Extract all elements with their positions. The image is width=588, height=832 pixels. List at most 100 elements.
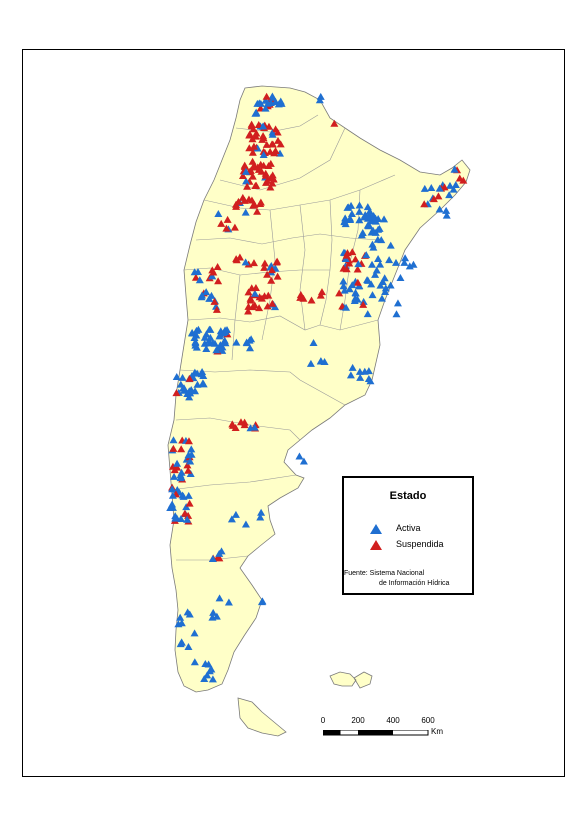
station-activa-marker[interactable] xyxy=(268,93,277,101)
station-suspendida-marker[interactable] xyxy=(229,421,238,429)
station-suspendida-marker[interactable] xyxy=(250,200,259,208)
station-activa-marker[interactable] xyxy=(261,104,270,112)
station-activa-marker[interactable] xyxy=(255,99,264,107)
station-activa-marker[interactable] xyxy=(381,288,390,296)
station-activa-marker[interactable] xyxy=(192,326,201,334)
station-activa-marker[interactable] xyxy=(364,367,373,375)
station-suspendida-marker[interactable] xyxy=(351,255,360,263)
station-activa-marker[interactable] xyxy=(200,674,209,682)
station-activa-marker[interactable] xyxy=(367,217,376,225)
station-suspendida-marker[interactable] xyxy=(236,418,245,426)
station-activa-marker[interactable] xyxy=(187,450,196,458)
station-activa-marker[interactable] xyxy=(346,371,355,379)
station-activa-marker[interactable] xyxy=(231,510,240,518)
station-activa-marker[interactable] xyxy=(401,254,410,262)
station-activa-marker[interactable] xyxy=(340,218,349,226)
station-suspendida-marker[interactable] xyxy=(184,466,193,474)
station-suspendida-marker[interactable] xyxy=(232,256,241,264)
station-activa-marker[interactable] xyxy=(385,256,394,264)
station-activa-marker[interactable] xyxy=(208,554,217,562)
station-activa-marker[interactable] xyxy=(363,310,372,318)
station-activa-marker[interactable] xyxy=(177,619,186,627)
station-activa-marker[interactable] xyxy=(199,380,208,388)
station-activa-marker[interactable] xyxy=(299,457,308,465)
station-activa-marker[interactable] xyxy=(208,675,217,683)
station-activa-marker[interactable] xyxy=(451,180,460,188)
station-suspendida-marker[interactable] xyxy=(434,192,443,200)
station-activa-marker[interactable] xyxy=(198,291,207,299)
station-activa-marker[interactable] xyxy=(253,144,262,152)
station-activa-marker[interactable] xyxy=(369,243,378,251)
station-activa-marker[interactable] xyxy=(170,472,179,480)
station-activa-marker[interactable] xyxy=(360,213,369,221)
station-suspendida-marker[interactable] xyxy=(455,174,464,182)
station-activa-marker[interactable] xyxy=(368,291,377,299)
station-activa-marker[interactable] xyxy=(306,359,315,367)
station-suspendida-marker[interactable] xyxy=(252,129,261,137)
station-suspendida-marker[interactable] xyxy=(359,300,368,308)
station-activa-marker[interactable] xyxy=(320,358,329,366)
station-suspendida-marker[interactable] xyxy=(429,195,438,203)
station-activa-marker[interactable] xyxy=(357,231,366,239)
station-suspendida-marker[interactable] xyxy=(246,296,255,304)
station-activa-marker[interactable] xyxy=(215,332,224,340)
station-activa-marker[interactable] xyxy=(369,226,378,234)
station-suspendida-marker[interactable] xyxy=(244,307,253,315)
station-suspendida-marker[interactable] xyxy=(273,257,282,265)
station-activa-marker[interactable] xyxy=(259,150,268,158)
station-activa-marker[interactable] xyxy=(185,610,194,618)
station-activa-marker[interactable] xyxy=(386,241,395,249)
station-activa-marker[interactable] xyxy=(363,221,372,229)
station-suspendida-marker[interactable] xyxy=(353,265,362,273)
station-suspendida-marker[interactable] xyxy=(184,511,193,519)
station-activa-marker[interactable] xyxy=(355,201,364,209)
station-activa-marker[interactable] xyxy=(227,515,236,523)
station-suspendida-marker[interactable] xyxy=(243,182,252,190)
station-suspendida-marker[interactable] xyxy=(255,304,264,312)
station-activa-marker[interactable] xyxy=(241,208,250,216)
station-suspendida-marker[interactable] xyxy=(183,461,192,469)
station-suspendida-marker[interactable] xyxy=(260,263,269,271)
station-suspendida-marker[interactable] xyxy=(247,284,256,292)
station-suspendida-marker[interactable] xyxy=(258,135,267,143)
station-suspendida-marker[interactable] xyxy=(248,172,257,180)
station-activa-marker[interactable] xyxy=(342,303,351,311)
station-suspendida-marker[interactable] xyxy=(184,437,193,445)
station-activa-marker[interactable] xyxy=(363,203,372,211)
station-activa-marker[interactable] xyxy=(182,503,191,511)
station-activa-marker[interactable] xyxy=(232,338,241,346)
station-suspendida-marker[interactable] xyxy=(215,554,224,562)
station-activa-marker[interactable] xyxy=(267,262,276,270)
station-suspendida-marker[interactable] xyxy=(273,272,282,280)
station-activa-marker[interactable] xyxy=(376,260,385,268)
station-activa-marker[interactable] xyxy=(168,485,177,493)
station-suspendida-marker[interactable] xyxy=(256,104,265,112)
station-activa-marker[interactable] xyxy=(212,346,221,354)
station-suspendida-marker[interactable] xyxy=(335,289,344,297)
station-suspendida-marker[interactable] xyxy=(185,374,194,382)
station-suspendida-marker[interactable] xyxy=(263,302,272,310)
station-activa-marker[interactable] xyxy=(257,508,266,516)
station-suspendida-marker[interactable] xyxy=(256,160,265,168)
station-activa-marker[interactable] xyxy=(176,613,185,621)
station-suspendida-marker[interactable] xyxy=(257,167,266,175)
station-activa-marker[interactable] xyxy=(427,183,436,191)
station-suspendida-marker[interactable] xyxy=(254,120,263,128)
station-activa-marker[interactable] xyxy=(221,339,230,347)
station-activa-marker[interactable] xyxy=(391,258,400,266)
station-activa-marker[interactable] xyxy=(377,236,386,244)
station-activa-marker[interactable] xyxy=(224,598,233,606)
station-activa-marker[interactable] xyxy=(208,272,217,280)
station-suspendida-marker[interactable] xyxy=(247,196,256,204)
station-suspendida-marker[interactable] xyxy=(169,444,178,452)
station-activa-marker[interactable] xyxy=(368,260,377,268)
station-activa-marker[interactable] xyxy=(371,270,380,278)
station-activa-marker[interactable] xyxy=(176,515,185,523)
station-suspendida-marker[interactable] xyxy=(234,197,243,205)
station-activa-marker[interactable] xyxy=(374,254,383,262)
station-suspendida-marker[interactable] xyxy=(250,301,259,309)
station-activa-marker[interactable] xyxy=(206,333,215,341)
station-suspendida-marker[interactable] xyxy=(264,122,273,130)
station-activa-marker[interactable] xyxy=(241,258,250,266)
station-activa-marker[interactable] xyxy=(362,251,371,259)
